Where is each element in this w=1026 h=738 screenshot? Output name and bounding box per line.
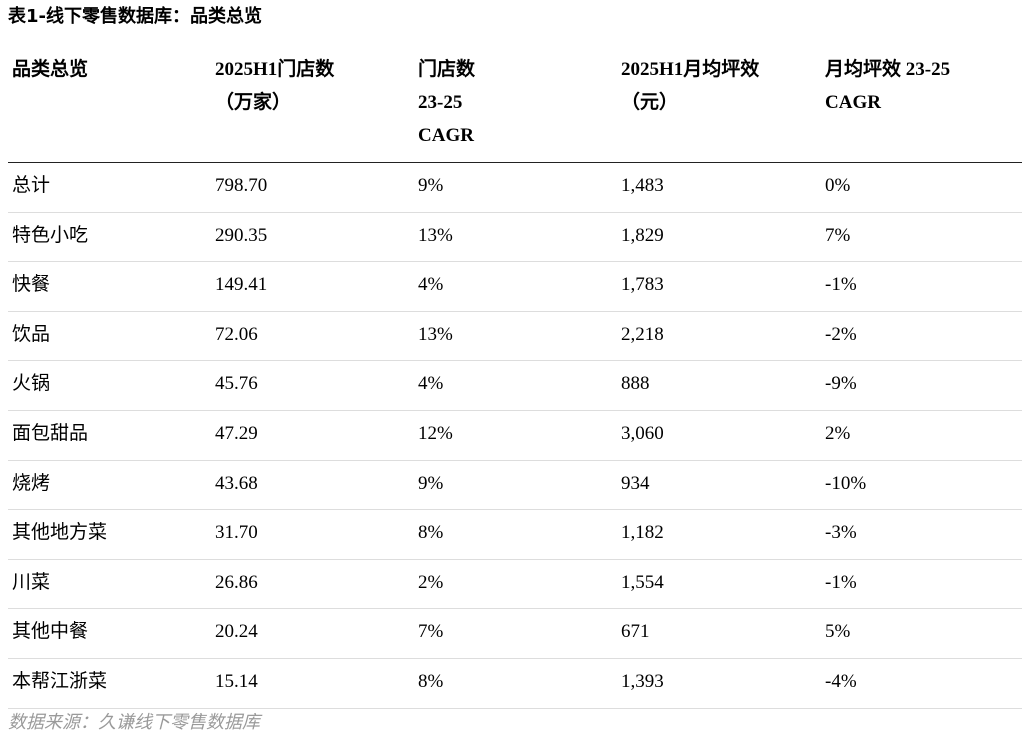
row-rule bbox=[8, 558, 1022, 560]
table-cell: 13% bbox=[418, 224, 453, 246]
table-cell: 3,060 bbox=[621, 423, 664, 444]
table-cell: 20.24 bbox=[215, 621, 258, 643]
table-cell: 面包甜品 bbox=[12, 423, 89, 444]
table-cell: 2% bbox=[418, 571, 444, 593]
source-note: 数据来源：久谦线下零售数据库 bbox=[8, 712, 260, 733]
table-cell: 1,393 bbox=[621, 671, 664, 692]
table-cell: 1,182 bbox=[621, 522, 664, 544]
row-rule bbox=[8, 658, 1022, 659]
table-cell: 72.06 bbox=[215, 323, 258, 345]
table-cell: 烧烤 bbox=[12, 472, 51, 494]
table-cell: 15.14 bbox=[215, 671, 258, 692]
table-cell: 本帮江浙菜 bbox=[12, 671, 108, 692]
header-rule bbox=[8, 162, 1022, 163]
table-cell: 9% bbox=[418, 472, 444, 494]
table-cell: -1% bbox=[825, 571, 857, 593]
row-rule bbox=[8, 608, 1022, 610]
table-title: 表1-线下零售数据库：品类总览 bbox=[8, 6, 262, 27]
table-cell: 45.76 bbox=[215, 373, 258, 395]
table-cell: 4% bbox=[418, 373, 444, 395]
header-line: 23-25 bbox=[418, 92, 463, 113]
row-rule bbox=[8, 261, 1022, 263]
row-rule bbox=[8, 211, 1022, 213]
table-cell: 12% bbox=[418, 423, 453, 444]
header-line: （万家） bbox=[215, 92, 292, 113]
row-rule bbox=[8, 707, 1022, 709]
table-cell: 其他中餐 bbox=[12, 621, 89, 643]
table-cell: 4% bbox=[418, 274, 444, 296]
header-line: 2025H1门店数 bbox=[215, 59, 335, 80]
table-cell: 7% bbox=[418, 621, 444, 643]
table-cell: 火锅 bbox=[12, 373, 51, 395]
table-cell: -4% bbox=[825, 671, 857, 692]
table-cell: 2,218 bbox=[621, 323, 664, 345]
table-cell: 47.29 bbox=[215, 423, 258, 444]
table-cell: -2% bbox=[825, 323, 857, 345]
header-line: 品类总览 bbox=[12, 59, 89, 80]
table-cell: 1,783 bbox=[621, 274, 664, 296]
table-cell: 8% bbox=[418, 522, 444, 544]
header-line: 月均坪效 23-25 bbox=[825, 59, 951, 80]
header-line: 2025H1月均坪效 bbox=[621, 59, 760, 80]
table-cell: 饮品 bbox=[12, 323, 51, 345]
table-cell: 7% bbox=[825, 224, 851, 246]
table-cell: 798.70 bbox=[215, 175, 268, 196]
row-rule bbox=[8, 360, 1022, 362]
header-line: CAGR bbox=[418, 125, 474, 146]
header-cell: 月均坪效 23-25 CAGR bbox=[825, 53, 950, 119]
row-rule bbox=[8, 410, 1022, 411]
table-cell: 川菜 bbox=[12, 571, 51, 593]
header-cell: 品类总览 bbox=[12, 53, 88, 86]
table-cell: 1,483 bbox=[621, 175, 664, 196]
table-cell: 0% bbox=[825, 175, 851, 196]
table-cell: 9% bbox=[418, 175, 444, 196]
header-cell: 门店数 23-25 CAGR bbox=[418, 53, 475, 152]
row-rule bbox=[8, 459, 1022, 461]
table-cell: -9% bbox=[825, 373, 857, 395]
table-cell: 特色小吃 bbox=[12, 224, 89, 246]
table-cell: -3% bbox=[825, 522, 857, 544]
table-cell: 8% bbox=[418, 671, 444, 692]
table-cell: 其他地方菜 bbox=[12, 522, 108, 544]
table-cell: 31.70 bbox=[215, 522, 258, 544]
table-cell: 1,829 bbox=[621, 224, 664, 246]
table-cell: 5% bbox=[825, 621, 851, 643]
table-cell: -10% bbox=[825, 472, 867, 494]
header-cell: 2025H1月均坪效 （元） bbox=[621, 53, 759, 119]
table-cell: 290.35 bbox=[215, 224, 268, 246]
table-cell: 43.68 bbox=[215, 472, 258, 494]
row-rule bbox=[8, 509, 1022, 511]
header-cell: 2025H1门店数 （万家） bbox=[215, 53, 334, 119]
header-line: （元） bbox=[621, 92, 679, 113]
table-cell: 13% bbox=[418, 323, 453, 345]
table-cell: 快餐 bbox=[12, 274, 51, 296]
header-line: 门店数 bbox=[418, 59, 476, 80]
table-cell: 149.41 bbox=[215, 274, 268, 296]
table-cell: 888 bbox=[621, 373, 650, 395]
header-line: CAGR bbox=[825, 92, 881, 113]
table-cell: 2% bbox=[825, 423, 851, 444]
table-cell: 934 bbox=[621, 472, 650, 494]
table-cell: 总计 bbox=[12, 175, 51, 196]
table-cell: 26.86 bbox=[215, 571, 258, 593]
table-cell: 1,554 bbox=[621, 571, 664, 593]
table-cell: 671 bbox=[621, 621, 650, 643]
row-rule bbox=[8, 310, 1022, 312]
table-cell: -1% bbox=[825, 274, 857, 296]
